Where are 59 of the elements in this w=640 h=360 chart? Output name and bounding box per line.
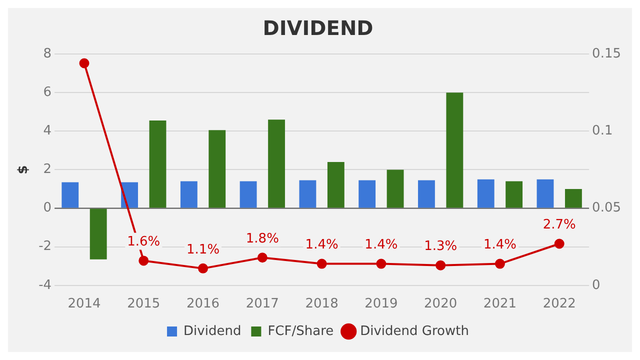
bar xyxy=(90,208,107,260)
point xyxy=(257,252,268,263)
data-label: 1.6% xyxy=(127,234,160,250)
point xyxy=(554,238,564,249)
y2-tick-label: 0 xyxy=(592,278,600,293)
legend-label: Dividend xyxy=(184,324,242,339)
x-tick-label: 2018 xyxy=(305,296,338,312)
x-tick-label: 2014 xyxy=(68,296,101,312)
point xyxy=(494,258,505,269)
x-tick-label: 2019 xyxy=(364,296,398,312)
chart-title: DIVIDEND xyxy=(262,16,374,40)
bar xyxy=(418,180,435,208)
data-label: 2.7% xyxy=(542,218,576,233)
data-label: 1.8% xyxy=(246,232,279,247)
x-tick-label: 2015 xyxy=(127,296,160,312)
data-label: 1.3% xyxy=(424,239,458,254)
bar xyxy=(62,182,79,208)
y-tick-label: -4 xyxy=(38,278,52,293)
legend-label: Dividend Growth xyxy=(360,324,469,339)
data-label: 1.1% xyxy=(186,242,220,258)
bar xyxy=(386,170,404,208)
y-tick-label: 0 xyxy=(43,200,52,216)
bar xyxy=(208,130,226,208)
point xyxy=(316,258,327,269)
bar xyxy=(268,120,285,208)
y-tick-label: 2 xyxy=(43,162,52,178)
y-tick-label: 6 xyxy=(43,84,52,100)
bar xyxy=(358,180,376,208)
bar xyxy=(180,181,198,208)
bar xyxy=(565,188,582,208)
bar xyxy=(536,179,554,208)
point xyxy=(198,263,208,274)
x-tick-label: 2021 xyxy=(483,296,517,312)
bar xyxy=(446,92,464,208)
bar xyxy=(149,120,166,208)
y-tick-label: -2 xyxy=(38,239,52,254)
x-tick-label: 2016 xyxy=(186,296,220,312)
y2-tick-label: 0.15 xyxy=(592,46,622,62)
y2-tick-label: 0.05 xyxy=(592,200,622,216)
point xyxy=(138,256,149,266)
x-tick-label: 2017 xyxy=(246,296,279,312)
y-tick-label: 4 xyxy=(43,124,52,139)
data-label: 1.4% xyxy=(364,238,398,253)
y2-tick-label: 0.1 xyxy=(592,124,613,139)
y-tick-label: 8 xyxy=(43,46,52,62)
data-label: 1.4% xyxy=(305,238,338,253)
bar xyxy=(327,162,344,208)
bar xyxy=(299,180,316,208)
data-label: 1.4% xyxy=(483,238,516,253)
x-tick-label: 2020 xyxy=(424,296,458,312)
point xyxy=(376,258,386,269)
point xyxy=(79,58,90,68)
bar xyxy=(477,179,494,208)
point xyxy=(436,260,446,270)
bar xyxy=(240,181,257,208)
bar xyxy=(506,181,523,208)
x-tick-label: 2022 xyxy=(542,296,576,312)
legend-label: FCF/Share xyxy=(268,324,334,339)
y-axis-title: $ xyxy=(16,165,32,174)
